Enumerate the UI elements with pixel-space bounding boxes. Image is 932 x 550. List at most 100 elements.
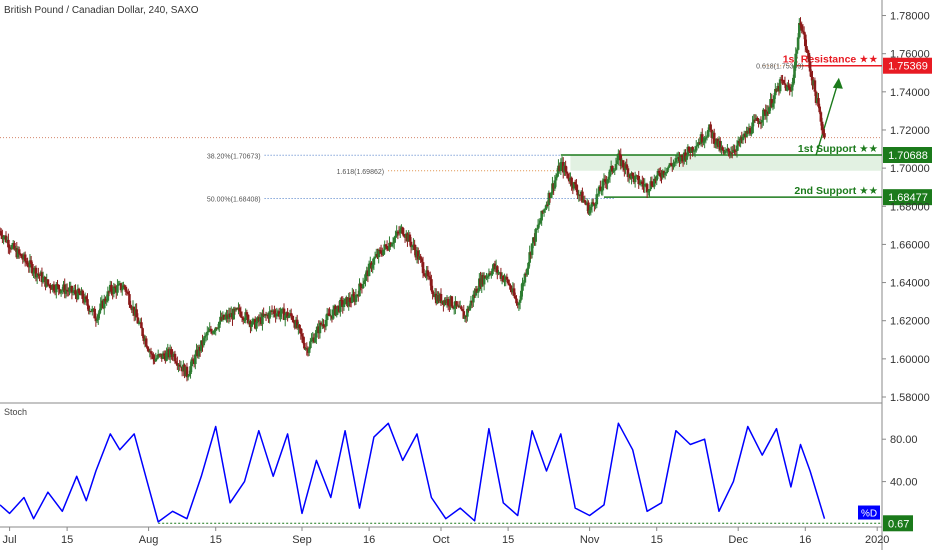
- candle-body: [57, 284, 61, 290]
- candle-body: [595, 194, 599, 205]
- candle-body: [461, 309, 464, 312]
- candle-body: [408, 234, 412, 242]
- candle-body: [462, 311, 466, 319]
- candle-body: [527, 262, 530, 269]
- candle-body: [805, 46, 808, 51]
- time-tick-label: 16: [799, 534, 811, 546]
- candle-body: [528, 252, 531, 263]
- candle-body: [751, 122, 754, 134]
- time-tick-label: 16: [363, 534, 375, 546]
- candle-body: [155, 357, 159, 359]
- candle-body: [653, 178, 656, 187]
- candle-body: [626, 168, 630, 178]
- candle-body: [540, 210, 543, 221]
- candle-body: [246, 314, 250, 324]
- candle-body: [499, 272, 503, 279]
- candle-body: [807, 53, 811, 62]
- candle-body: [451, 306, 455, 309]
- candle-body: [655, 175, 659, 181]
- candle-body: [37, 273, 40, 275]
- candle-body: [555, 173, 559, 178]
- candle-body: [581, 191, 584, 203]
- candle-body: [352, 294, 355, 296]
- candle-body: [273, 310, 276, 314]
- candle-body: [732, 149, 735, 153]
- candle-body: [152, 354, 155, 360]
- candle-body: [212, 331, 215, 334]
- candle-body: [55, 284, 58, 293]
- candle-body: [546, 204, 549, 206]
- candle-body: [617, 153, 620, 161]
- candle-body: [194, 354, 197, 365]
- candle-body: [313, 337, 317, 343]
- candle-body: [202, 337, 206, 346]
- candle-body: [614, 164, 618, 170]
- candle-body: [341, 300, 345, 308]
- candle-body: [727, 148, 730, 152]
- candle-body: [295, 319, 299, 328]
- candle-body: [86, 299, 89, 306]
- candle-body: [770, 99, 774, 107]
- candle-body: [525, 268, 529, 275]
- candle-body: [587, 202, 590, 214]
- candle-body: [603, 179, 607, 182]
- candle-body: [426, 270, 430, 276]
- candle-body: [84, 296, 88, 300]
- candle-body: [364, 274, 367, 282]
- time-tick-label: Nov: [580, 534, 600, 546]
- candle-body: [373, 256, 377, 259]
- candle-body: [70, 286, 74, 293]
- candle-body: [753, 119, 757, 121]
- candle-body: [239, 311, 243, 317]
- candle-body: [283, 315, 287, 320]
- candle-body: [452, 307, 456, 309]
- candle-body: [768, 107, 771, 114]
- candle-body: [817, 98, 820, 107]
- candle-body: [126, 291, 130, 295]
- candle-body: [806, 50, 810, 54]
- candle-body: [96, 314, 100, 321]
- candle-body: [349, 302, 353, 304]
- candle-body: [41, 277, 45, 283]
- candle-body: [748, 128, 752, 134]
- candle-body: [104, 298, 107, 302]
- candle-body: [65, 289, 69, 291]
- candle-body: [315, 330, 318, 338]
- candle-body: [735, 145, 739, 152]
- candle-body: [173, 353, 177, 362]
- candle-body: [17, 249, 21, 254]
- candle-body: [615, 160, 619, 165]
- candle-body: [545, 204, 548, 209]
- candle-body: [522, 282, 525, 284]
- candle-body: [140, 322, 143, 329]
- candle-body: [8, 247, 11, 249]
- candle-body: [385, 245, 389, 250]
- candle-body: [804, 34, 807, 47]
- candle-body: [31, 263, 34, 274]
- candle-body: [543, 208, 547, 210]
- price-tick-label: 1.74000: [890, 87, 930, 99]
- candle-body: [300, 333, 304, 337]
- candle-body: [204, 335, 208, 337]
- candle-body: [383, 244, 386, 250]
- candle-body: [392, 237, 396, 243]
- candle-body: [431, 290, 434, 295]
- candle-body: [81, 290, 84, 299]
- candle-body: [351, 294, 354, 303]
- candle-body: [301, 336, 305, 343]
- candle-body: [741, 136, 745, 141]
- price-tick-label: 1.64000: [890, 278, 930, 290]
- candle-body: [348, 297, 352, 303]
- price-tick-label: 1.62000: [890, 316, 930, 328]
- candle-body: [733, 149, 736, 151]
- candle-body: [637, 175, 641, 185]
- candle-body: [113, 286, 117, 288]
- chart-title: British Pound / Canadian Dollar, 240, SA…: [4, 5, 199, 16]
- time-tick-label: 15: [61, 534, 73, 546]
- projection-arrow-head: [832, 77, 843, 89]
- candle-body: [539, 220, 542, 224]
- candle-body: [26, 262, 29, 267]
- candle-body: [87, 305, 90, 312]
- candle-body: [359, 283, 363, 287]
